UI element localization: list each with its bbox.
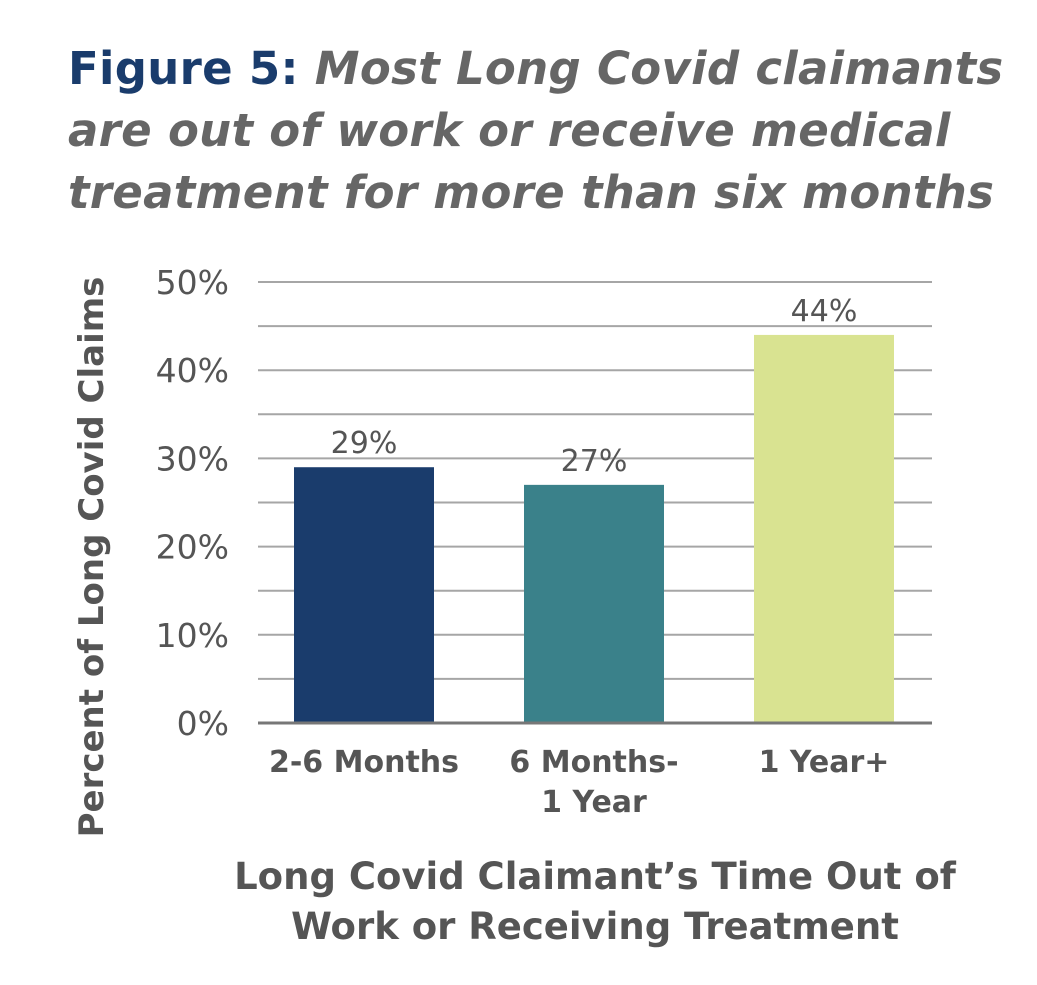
category-labels: 2-6 Months 6 Months-1 Year 1 Year+	[269, 745, 889, 820]
chart-title: Figure 5: Most Long Covid claimants are …	[68, 38, 1018, 224]
y-tick-label: 20%	[156, 528, 229, 567]
bar-3	[754, 334, 894, 723]
y-tick-labels: 0% 10% 20% 30% 40% 50%	[156, 263, 229, 743]
y-tick-label: 30%	[156, 439, 229, 478]
y-tick-label: 0%	[177, 704, 229, 743]
y-axis-label: Percent of Long Covid Claims	[72, 277, 112, 838]
bar-1	[294, 467, 434, 723]
figure-title-text: Most Long Covid claimants are out of wor…	[68, 42, 1004, 219]
bars	[294, 334, 894, 723]
data-label-1: 29%	[331, 426, 398, 461]
y-tick-label: 10%	[156, 616, 229, 655]
y-tick-label: 40%	[156, 351, 229, 390]
x-axis-label: Long Covid Claimant’s Time Out of Work o…	[234, 855, 956, 948]
figure-label: Figure 5:	[68, 42, 299, 95]
category-label-1: 2-6 Months	[269, 745, 459, 780]
data-label-3: 44%	[791, 294, 858, 329]
y-tick-label: 50%	[156, 263, 229, 302]
category-label-3: 1 Year+	[759, 745, 890, 780]
bar-2	[524, 484, 664, 723]
data-labels: 29% 27% 44%	[331, 294, 858, 479]
category-label-2: 6 Months-1 Year	[509, 745, 678, 820]
data-label-2: 27%	[561, 444, 628, 479]
